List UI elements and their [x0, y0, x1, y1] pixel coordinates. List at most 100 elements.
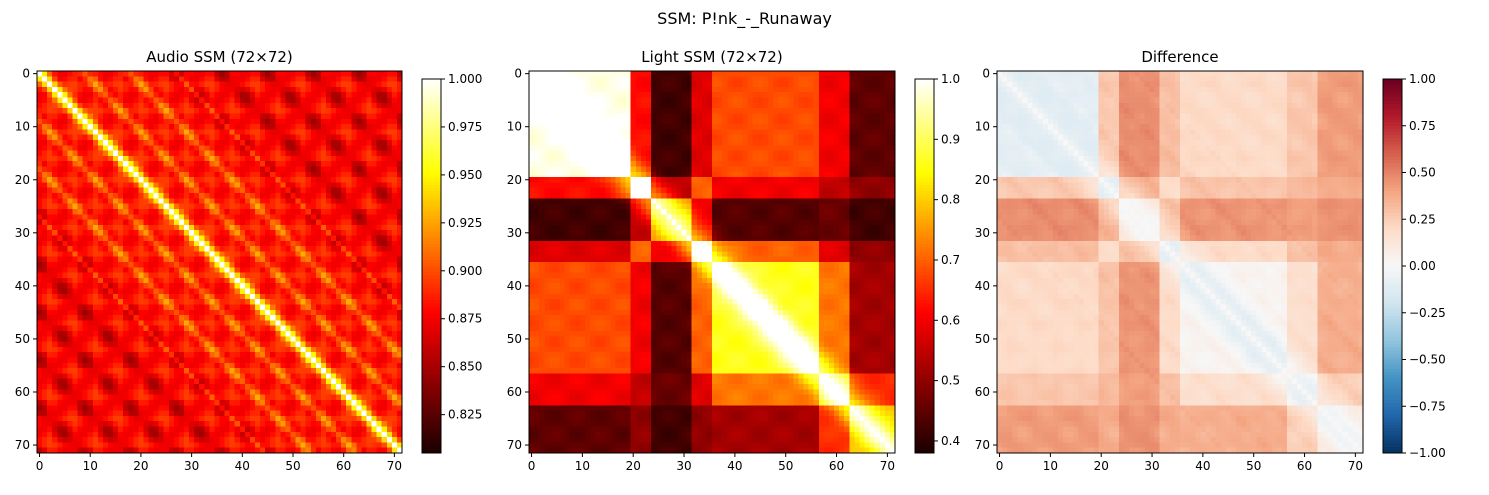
heatmap-cell — [133, 277, 139, 284]
heatmap-cell — [163, 421, 170, 427]
heatmap-cell — [184, 309, 190, 316]
heatmap-cell — [371, 389, 378, 396]
heatmap-cell — [113, 421, 119, 427]
heatmap-cell — [199, 277, 205, 284]
heatmap-cell — [341, 108, 347, 114]
heatmap-cell — [305, 182, 312, 189]
heatmap-cell — [341, 293, 347, 300]
heatmap-cell — [133, 357, 139, 364]
heatmap-cell — [148, 320, 154, 327]
heatmap-cell — [168, 399, 175, 406]
heatmap-cell — [173, 362, 180, 369]
heatmap-cell — [62, 240, 68, 247]
heatmap-cell — [280, 193, 286, 199]
heatmap-cell — [178, 341, 185, 348]
heatmap-cell — [341, 262, 347, 268]
heatmap-cell — [336, 368, 342, 374]
heatmap-cell — [72, 76, 78, 83]
heatmap-cell — [391, 299, 398, 305]
heatmap-cell — [336, 325, 342, 332]
heatmap-cell — [336, 389, 342, 396]
heatmap-cell — [336, 92, 342, 98]
heatmap-cell — [300, 384, 307, 390]
heatmap-cell — [336, 378, 342, 385]
heatmap-cell — [178, 373, 185, 380]
heatmap-cell — [184, 373, 190, 380]
heatmap-cell — [249, 373, 256, 380]
heatmap-cell — [148, 139, 154, 146]
heatmap-cell — [315, 410, 322, 417]
heatmap-cell — [244, 171, 251, 178]
heatmap-cell — [366, 426, 372, 433]
heatmap-cell — [133, 378, 139, 385]
heatmap-cell — [67, 288, 73, 295]
heatmap-cell — [57, 277, 63, 284]
heatmap-cell — [87, 124, 94, 130]
heatmap-cell — [37, 198, 43, 205]
heatmap-cell — [189, 92, 195, 98]
heatmap-cell — [189, 161, 195, 167]
heatmap-cell — [361, 277, 367, 284]
heatmap-cell — [265, 166, 271, 173]
heatmap-cell — [37, 129, 43, 136]
heatmap-cell — [346, 304, 352, 311]
heatmap-cell — [305, 431, 312, 438]
heatmap-cell — [381, 113, 388, 120]
heatmap-cell — [199, 240, 205, 247]
heatmap-cell — [275, 124, 281, 130]
heatmap-cell — [153, 187, 160, 194]
heatmap-cell — [52, 177, 58, 183]
heatmap-cell — [244, 208, 251, 215]
heatmap-cell — [153, 362, 160, 369]
heatmap-cell — [361, 102, 367, 109]
heatmap-cell — [72, 288, 78, 295]
heatmap-cell — [280, 283, 286, 289]
heatmap-cell — [158, 240, 165, 247]
heatmap-cell — [42, 415, 48, 422]
heatmap-cell — [97, 171, 104, 178]
heatmap-cell — [37, 251, 43, 258]
heatmap-cell — [305, 320, 312, 327]
heatmap-cell — [184, 368, 190, 374]
heatmap-cell — [371, 145, 378, 151]
heatmap-cell — [356, 421, 362, 427]
heatmap-cell — [82, 415, 89, 422]
heatmap-cell — [239, 384, 246, 390]
heatmap-cell — [57, 346, 63, 353]
heatmap-cell — [199, 203, 205, 210]
heatmap-cell — [341, 224, 347, 231]
heatmap-cell — [62, 182, 68, 189]
heatmap-cell — [118, 113, 124, 120]
heatmap-cell — [356, 373, 362, 380]
heatmap-cell — [351, 267, 357, 274]
heatmap-cell — [148, 155, 154, 162]
heatmap-cell — [396, 155, 403, 162]
heatmap-cell — [194, 198, 200, 205]
heatmap-cell — [310, 426, 317, 433]
heatmap-cell — [346, 198, 352, 205]
heatmap-cell — [128, 92, 134, 98]
heatmap-cell — [336, 277, 342, 284]
heatmap-cell — [87, 405, 94, 411]
heatmap-cell — [138, 357, 144, 364]
heatmap-cell — [265, 97, 271, 104]
heatmap-cell — [300, 431, 307, 438]
heatmap-cell — [260, 161, 266, 167]
heatmap-cell — [275, 304, 281, 311]
heatmap-cell — [214, 262, 220, 268]
heatmap-cell — [325, 193, 332, 199]
heatmap-cell — [173, 171, 180, 178]
heatmap-cell — [295, 309, 302, 316]
heatmap-cell — [163, 389, 170, 396]
heatmap-cell — [57, 171, 63, 178]
heatmap-cell — [118, 384, 124, 390]
heatmap-cell — [239, 139, 246, 146]
heatmap-cell — [285, 108, 291, 114]
heatmap-cell — [123, 76, 129, 83]
heatmap-cell — [356, 230, 362, 236]
heatmap-cell — [194, 394, 200, 401]
heatmap-cell — [168, 293, 175, 300]
heatmap-cell — [376, 139, 383, 146]
heatmap-cell — [356, 134, 362, 141]
heatmap-cell — [153, 293, 160, 300]
